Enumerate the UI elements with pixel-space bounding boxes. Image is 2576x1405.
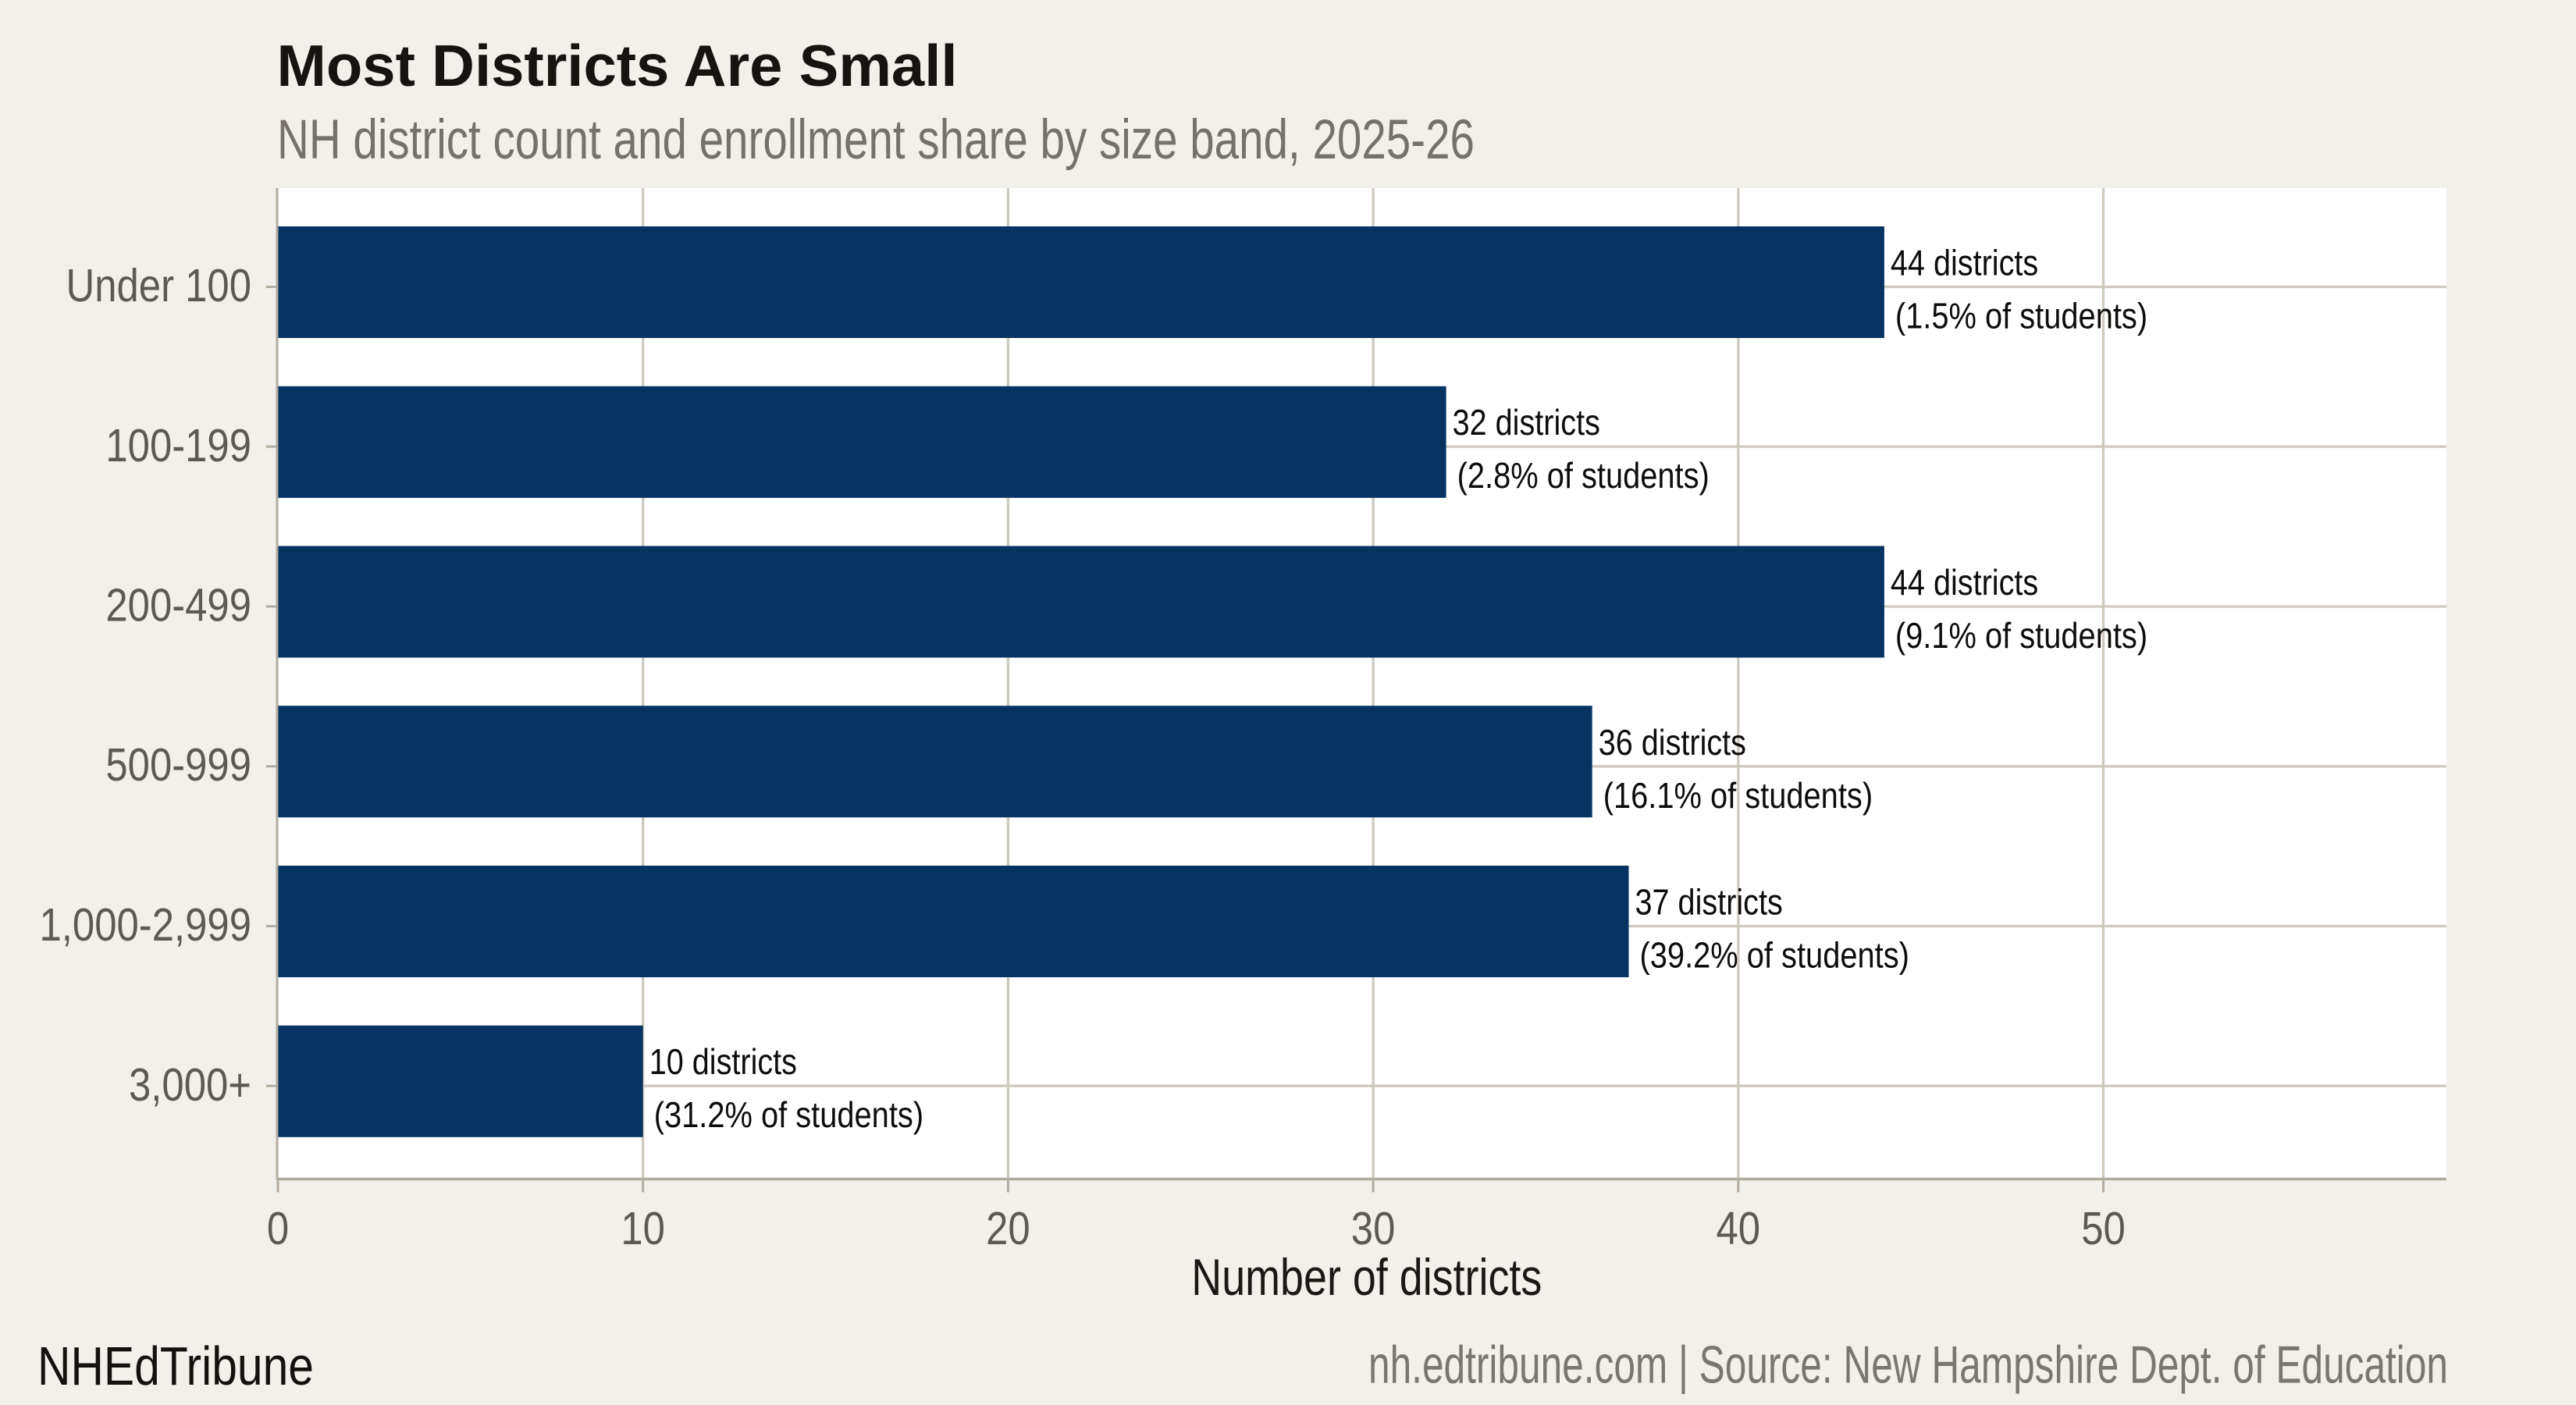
svg-text:(9.1% of students): (9.1% of students) [1895, 615, 2147, 656]
svg-text:Most Districts Are Small: Most Districts Are Small [277, 33, 958, 98]
svg-text:100-199: 100-199 [105, 420, 251, 471]
svg-text:36 districts: 36 districts [1599, 722, 1746, 763]
svg-text:40: 40 [1717, 1203, 1761, 1254]
svg-text:nh.edtribune.com | Source: New: nh.edtribune.com | Source: New Hampshire… [1368, 1336, 2448, 1395]
svg-text:3,000+: 3,000+ [129, 1059, 251, 1111]
svg-text:50: 50 [2081, 1203, 2126, 1254]
svg-text:1,000-2,999: 1,000-2,999 [40, 899, 252, 951]
svg-text:20: 20 [986, 1203, 1030, 1254]
svg-text:0: 0 [267, 1203, 289, 1254]
svg-text:(39.2% of students): (39.2% of students) [1640, 935, 1909, 976]
svg-text:44 districts: 44 districts [1891, 243, 2038, 283]
svg-text:(31.2% of students): (31.2% of students) [654, 1094, 923, 1135]
svg-text:10 districts: 10 districts [649, 1041, 797, 1082]
svg-text:10: 10 [621, 1203, 665, 1254]
svg-text:500-999: 500-999 [105, 739, 251, 791]
svg-text:(1.5% of students): (1.5% of students) [1895, 296, 2147, 336]
svg-text:Under 100: Under 100 [66, 260, 252, 311]
svg-text:(16.1% of students): (16.1% of students) [1603, 775, 1873, 816]
svg-text:NH district count and enrollme: NH district count and enrollment share b… [277, 109, 1475, 171]
svg-text:37 districts: 37 districts [1635, 882, 1783, 923]
svg-text:44 districts: 44 districts [1891, 562, 2038, 603]
svg-text:NHEdTribune: NHEdTribune [37, 1336, 314, 1396]
svg-text:30: 30 [1351, 1203, 1396, 1254]
svg-text:(2.8% of students): (2.8% of students) [1457, 455, 1710, 496]
svg-text:200-499: 200-499 [105, 580, 251, 631]
svg-text:32 districts: 32 districts [1453, 402, 1600, 443]
svg-text:Number of districts: Number of districts [1191, 1248, 1542, 1306]
